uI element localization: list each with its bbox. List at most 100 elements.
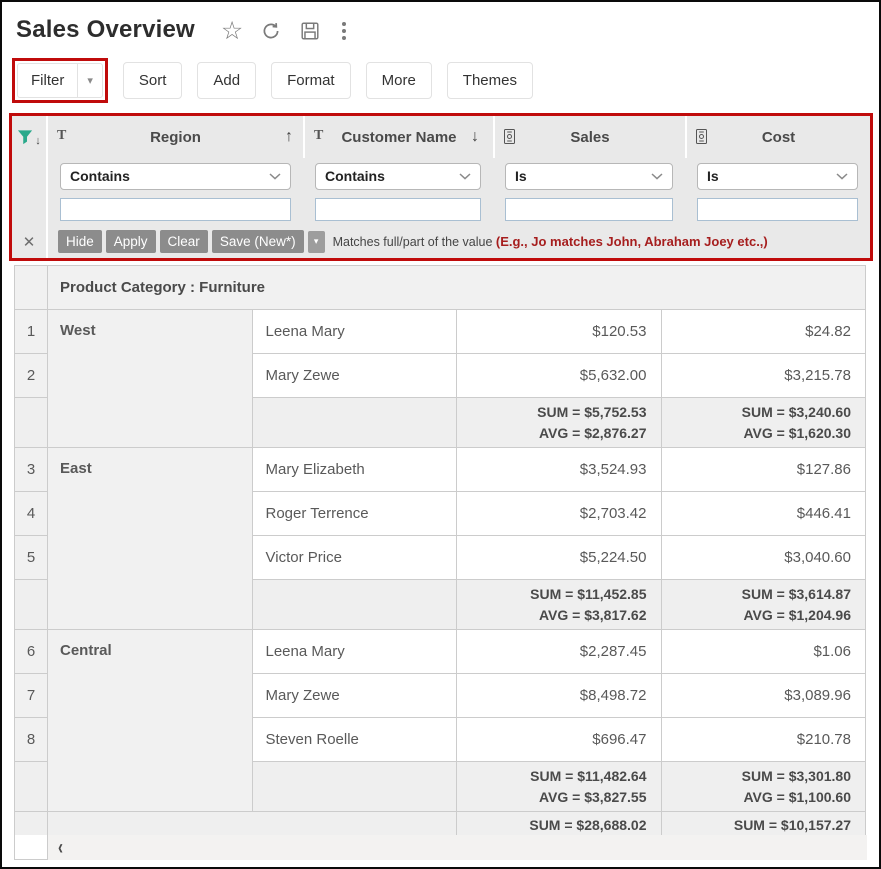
row-number-cell <box>14 397 48 448</box>
sales-subtotal-cell: SUM = $11,482.64 AVG = $3,827.55 <box>456 761 662 812</box>
cost-value-cell[interactable]: $24.82 <box>660 309 866 354</box>
filter-button[interactable]: Filter ▾ <box>17 63 103 98</box>
row-number-cell: 8 <box>14 717 48 762</box>
refresh-icon[interactable] <box>260 20 282 42</box>
region-operator-select[interactable]: Contains <box>60 162 291 190</box>
sales-column-label[interactable]: Sales <box>570 128 610 146</box>
cost-filter-input[interactable] <box>697 198 858 221</box>
sales-value-cell[interactable]: $696.47 <box>456 717 662 762</box>
data-table: Product Category : Furniture 1 West Leena M… <box>14 265 866 835</box>
sales-value-cell[interactable]: $8,498.72 <box>456 673 662 718</box>
customer-name-cell[interactable]: Roger Terrence <box>251 491 457 536</box>
customer-name-cell[interactable]: Victor Price <box>251 535 457 580</box>
cost-column-label[interactable]: Cost <box>761 128 796 146</box>
table-row: 3 East Mary Elizabeth $3,524.93 $127.86 <box>14 447 866 630</box>
sort-ascending-icon[interactable]: ↑ <box>285 128 293 145</box>
sales-operator-select[interactable]: Is <box>505 162 673 190</box>
cost-subtotal-cell: SUM = $3,614.87 AVG = $1,204.96 <box>660 579 866 630</box>
cost-value-cell[interactable]: $3,215.78 <box>660 353 866 398</box>
row-number-cell: 7 <box>14 673 48 718</box>
customer-name-cell[interactable]: Steven Roelle <box>251 717 457 762</box>
cost-subtotal-cell: SUM = $3,301.80 AVG = $1,100.60 <box>660 761 866 812</box>
sales-value-cell[interactable]: $120.53 <box>456 309 662 354</box>
sales-grand-total-cell: SUM = $28,688.02 <box>456 811 662 835</box>
sales-value-cell[interactable]: $5,224.50 <box>456 535 662 580</box>
customer-filter-input[interactable] <box>315 198 481 221</box>
row-number-cell: 3 <box>14 447 48 492</box>
themes-button[interactable]: Themes <box>446 62 533 99</box>
add-button[interactable]: Add <box>197 62 257 99</box>
table-row: 6 Central Leena Mary $2,287.45 $1.06 <box>14 629 866 812</box>
sort-button[interactable]: Sort <box>122 62 183 99</box>
clear-button[interactable]: Clear <box>159 230 208 253</box>
region-cell[interactable]: Central <box>47 629 253 812</box>
scroll-left-icon[interactable]: ‹ <box>58 835 63 860</box>
row-number-cell <box>14 811 48 835</box>
region-filter-input[interactable] <box>60 198 291 221</box>
chevron-down-icon <box>269 172 281 180</box>
filter-annotation-box: Filter ▾ <box>12 58 108 103</box>
sales-value-cell[interactable]: $3,524.93 <box>456 447 662 492</box>
scrollbar-corner-cell <box>14 835 48 860</box>
customer-name-cell[interactable]: Mary Elizabeth <box>251 447 457 492</box>
horizontal-scrollbar[interactable]: ‹ <box>14 835 867 860</box>
table-row: 2 Mary Zewe $5,632.00 $3,215.78 <box>14 353 866 398</box>
region-cell[interactable]: West <box>47 309 253 448</box>
row-number-cell: 5 <box>14 535 48 580</box>
cost-operator-select[interactable]: Is <box>697 162 858 190</box>
customer-name-cell[interactable]: Leena Mary <box>251 629 457 674</box>
customer-name-cell[interactable]: Mary Zewe <box>251 673 457 718</box>
hide-button[interactable]: Hide <box>58 230 102 253</box>
sales-value-cell[interactable]: $2,703.42 <box>456 491 662 536</box>
cost-value-cell[interactable]: $3,089.96 <box>660 673 866 718</box>
customer-name-cell[interactable]: Mary Zewe <box>251 353 457 398</box>
chevron-down-icon <box>459 172 471 180</box>
cost-value-cell[interactable]: $127.86 <box>660 447 866 492</box>
apply-button[interactable]: Apply <box>105 230 156 253</box>
cost-value-cell[interactable]: $210.78 <box>660 717 866 762</box>
text-type-icon: T <box>314 128 324 143</box>
close-filter-icon[interactable]: ✕ <box>22 233 36 251</box>
customer-name-column-label[interactable]: Customer Name <box>341 128 457 146</box>
region-column-label[interactable]: Region <box>150 128 201 146</box>
save-new-button[interactable]: Save (New*) <box>211 230 304 253</box>
table-row: 7 Mary Zewe $8,498.72 $3,089.96 <box>14 673 866 718</box>
text-type-icon: T <box>57 128 67 143</box>
filter-header-cost: Cost <box>685 116 870 158</box>
cost-value-cell[interactable]: $446.41 <box>660 491 866 536</box>
subtotal-filler-cell <box>251 397 457 448</box>
subtotal-row: SUM = $5,752.53 AVG = $2,876.27 SUM = $3,2… <box>14 397 866 448</box>
favorite-star-icon[interactable]: ☆ <box>220 17 244 45</box>
table-row: 8 Steven Roelle $696.47 $210.78 <box>14 717 866 762</box>
row-number-cell: 2 <box>14 353 48 398</box>
cost-value-cell[interactable]: $1.06 <box>660 629 866 674</box>
filter-dropdown-arrow-icon[interactable]: ▾ <box>87 75 93 87</box>
filter-button-divider <box>77 64 79 97</box>
currency-type-icon <box>696 129 707 149</box>
chevron-down-icon <box>836 172 848 180</box>
sort-descending-icon[interactable]: ↓ <box>471 128 479 145</box>
region-cell[interactable]: East <box>47 447 253 630</box>
customer-name-cell[interactable]: Leena Mary <box>251 309 457 354</box>
subtotal-row: SUM = $11,482.64 AVG = $3,827.55 SUM = $3,… <box>14 761 866 812</box>
currency-type-icon <box>504 129 515 149</box>
sales-value-cell[interactable]: $2,287.45 <box>456 629 662 674</box>
filter-hint-example: (E.g., Jo matches John, Abraham Joey etc… <box>495 234 768 249</box>
filter-funnel-icon[interactable]: ↓ <box>17 129 41 146</box>
group-header-row: Product Category : Furniture <box>14 265 866 310</box>
sales-value-cell[interactable]: $5,632.00 <box>456 353 662 398</box>
format-button[interactable]: Format <box>271 62 351 99</box>
filter-button-label[interactable]: Filter <box>31 72 65 89</box>
toolbar: Filter ▾ Sort Add Format More Themes <box>12 58 879 103</box>
subtotal-filler-cell <box>251 761 457 812</box>
scrollbar-track[interactable]: ‹ <box>48 835 867 860</box>
customer-operator-select[interactable]: Contains <box>315 162 481 190</box>
save-icon[interactable] <box>299 20 321 42</box>
cost-value-cell[interactable]: $3,040.60 <box>660 535 866 580</box>
more-options-kebab-icon[interactable] <box>338 20 350 42</box>
save-dropdown-arrow-icon[interactable]: ▾ <box>307 230 325 253</box>
sales-filter-input[interactable] <box>505 198 673 221</box>
row-number-cell: 4 <box>14 491 48 536</box>
more-button[interactable]: More <box>365 62 432 99</box>
